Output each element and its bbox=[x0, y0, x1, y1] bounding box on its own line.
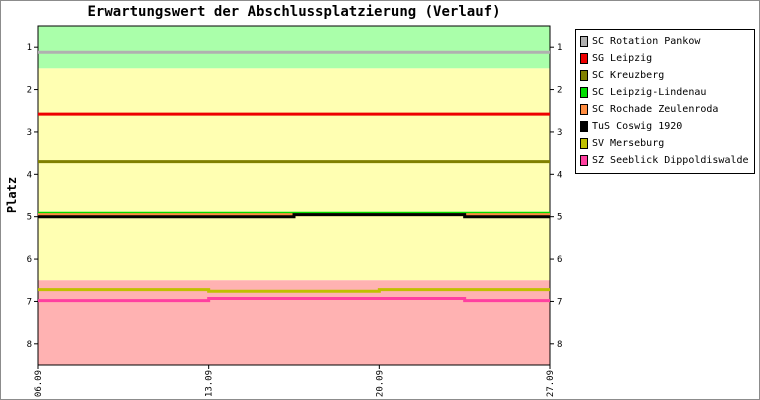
legend-item: SC Rochade Zeulenroda bbox=[580, 103, 752, 116]
y-tick-label-right-3: 3 bbox=[557, 128, 562, 138]
y-tick-label-left-1: 1 bbox=[27, 43, 32, 53]
legend-swatch bbox=[580, 104, 588, 115]
y-tick-label-left-6: 6 bbox=[27, 255, 32, 265]
legend-label: TuS Coswig 1920 bbox=[592, 121, 683, 132]
legend-item: SC Kreuzberg bbox=[580, 69, 752, 82]
y-tick-label-left-3: 3 bbox=[27, 128, 32, 138]
y-tick-label-right-2: 2 bbox=[557, 86, 562, 96]
legend-item: SC Rotation Pankow bbox=[580, 35, 752, 48]
legend-label: SC Leipzig-Lindenau bbox=[592, 87, 707, 98]
zone-band-0 bbox=[38, 26, 550, 69]
x-tick-label-0: 06.09 bbox=[34, 370, 44, 397]
legend-swatch bbox=[580, 155, 588, 166]
legend-item: TuS Coswig 1920 bbox=[580, 120, 752, 133]
y-tick-label-right-7: 7 bbox=[557, 297, 562, 307]
legend-swatch bbox=[580, 36, 588, 47]
y-tick-label-right-6: 6 bbox=[557, 255, 562, 265]
y-tick-label-left-5: 5 bbox=[27, 213, 32, 223]
x-tick-label-1: 13.09 bbox=[205, 370, 215, 397]
series-line-6 bbox=[38, 288, 550, 293]
series-line-5 bbox=[38, 213, 550, 219]
y-tick-label-left-8: 8 bbox=[27, 340, 32, 350]
zone-band-1 bbox=[38, 68, 550, 281]
legend: SC Rotation Pankow SG Leipzig SC Kreuzberg… bbox=[575, 29, 755, 174]
legend-item: SV Merseburg bbox=[580, 137, 752, 150]
legend-label: SV Merseburg bbox=[592, 138, 665, 149]
series-line-7 bbox=[38, 296, 550, 303]
y-tick-label-right-5: 5 bbox=[557, 213, 562, 223]
y-tick-label-right-1: 1 bbox=[557, 43, 562, 53]
legend-item: SZ Seeblick Dippoldiswalde bbox=[580, 154, 752, 167]
zone-band-2 bbox=[38, 280, 550, 365]
y-tick-label-right-4: 4 bbox=[557, 170, 562, 180]
legend-swatch bbox=[580, 70, 588, 81]
y-tick-label-left-2: 2 bbox=[27, 86, 32, 96]
x-tick-label-2: 20.09 bbox=[375, 370, 385, 397]
y-tick-label-left-4: 4 bbox=[27, 170, 32, 180]
legend-label: SG Leipzig bbox=[592, 53, 653, 64]
legend-swatch bbox=[580, 138, 588, 149]
legend-swatch bbox=[580, 53, 588, 64]
legend-label: SC Rotation Pankow bbox=[592, 36, 701, 47]
x-tick-label-3: 27.09 bbox=[546, 370, 556, 397]
legend-swatch bbox=[580, 87, 588, 98]
legend-label: SZ Seeblick Dippoldiswalde bbox=[592, 155, 749, 166]
plot-border bbox=[37, 25, 551, 366]
chart-title: Erwartungswert der Abschlussplatzierung … bbox=[87, 4, 501, 20]
legend-item: SG Leipzig bbox=[580, 52, 752, 65]
legend-item: SC Leipzig-Lindenau bbox=[580, 86, 752, 99]
legend-swatch bbox=[580, 121, 588, 132]
y-tick-label-right-8: 8 bbox=[557, 340, 562, 350]
y-tick-label-left-7: 7 bbox=[27, 297, 32, 307]
legend-label: SC Kreuzberg bbox=[592, 70, 665, 81]
legend-label: SC Rochade Zeulenroda bbox=[592, 104, 719, 115]
